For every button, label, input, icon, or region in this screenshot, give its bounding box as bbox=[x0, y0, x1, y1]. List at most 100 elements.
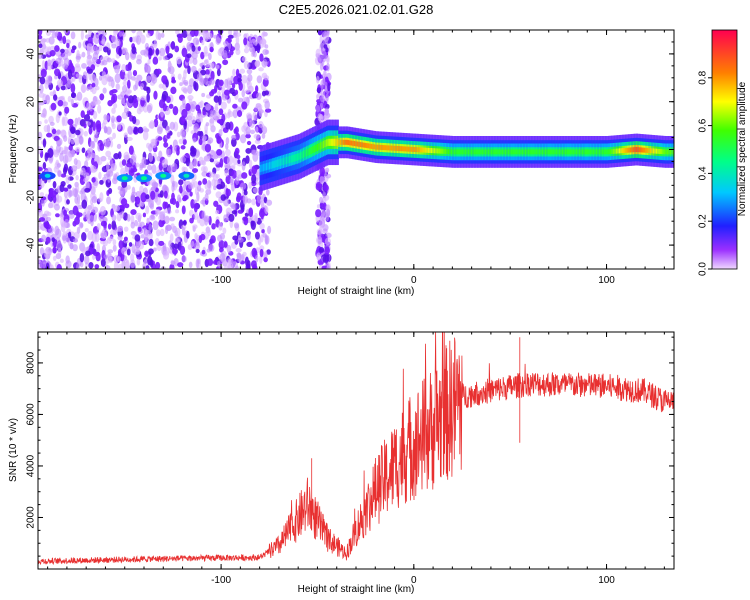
ridge-cell bbox=[389, 145, 392, 151]
noise-blob bbox=[116, 122, 122, 131]
y-tick-label: -20 bbox=[26, 190, 37, 205]
noise-blob bbox=[181, 226, 186, 236]
ridge-cell bbox=[609, 149, 612, 155]
noise-blob bbox=[172, 248, 178, 255]
ridge-cell bbox=[480, 149, 483, 155]
ridge-cell bbox=[477, 149, 480, 155]
noise-blob bbox=[264, 44, 269, 49]
ridge-cell bbox=[407, 146, 410, 152]
noise-blob bbox=[175, 30, 180, 35]
ridge-cell bbox=[456, 149, 460, 155]
noise-blob bbox=[38, 92, 45, 98]
noise-blob bbox=[228, 258, 232, 267]
noise-blob bbox=[113, 152, 120, 160]
noise-blob bbox=[82, 71, 88, 80]
noise-blob bbox=[131, 46, 137, 55]
noise-blob bbox=[315, 183, 321, 191]
ridge-cell bbox=[549, 149, 552, 155]
ridge-cell bbox=[611, 148, 614, 155]
ridge-cell bbox=[386, 145, 389, 151]
noise-blob bbox=[241, 89, 246, 98]
noise-blob bbox=[81, 63, 87, 69]
noise-blob bbox=[163, 142, 169, 148]
noise-blob bbox=[158, 56, 162, 61]
noise-blob bbox=[109, 140, 114, 148]
noise-blob bbox=[188, 261, 193, 269]
ridge-cell bbox=[640, 147, 643, 153]
noise-blob bbox=[317, 30, 323, 36]
noise-blob bbox=[38, 35, 43, 40]
noise-blob bbox=[120, 167, 126, 176]
noise-blob bbox=[256, 194, 263, 204]
ridge-cell bbox=[318, 143, 321, 151]
ridge-cell bbox=[319, 142, 322, 150]
noise-blob bbox=[322, 39, 329, 46]
noise-blob bbox=[111, 220, 117, 230]
noise-blob bbox=[100, 220, 107, 227]
noise-blob bbox=[117, 225, 123, 232]
noise-blob bbox=[56, 263, 62, 269]
ridge-segment bbox=[121, 176, 128, 181]
noise-blob bbox=[92, 34, 99, 43]
noise-blob bbox=[54, 31, 59, 37]
ridge-cell bbox=[312, 146, 315, 154]
noise-blob bbox=[52, 255, 57, 261]
ridge-cell bbox=[281, 158, 284, 166]
noise-blob bbox=[131, 191, 137, 197]
noise-blob bbox=[51, 128, 57, 135]
noise-blob bbox=[134, 219, 139, 227]
ridge-cell bbox=[324, 140, 327, 148]
noise-blob bbox=[135, 212, 142, 221]
noise-blob bbox=[319, 102, 324, 109]
noise-blob bbox=[43, 248, 49, 258]
ridge-cell bbox=[460, 149, 463, 155]
ridge-cell bbox=[327, 138, 330, 146]
ridge-cell bbox=[382, 145, 386, 151]
noise-blob bbox=[319, 95, 325, 103]
noise-blob bbox=[161, 75, 168, 84]
noise-blob bbox=[99, 205, 106, 216]
ridge-cell bbox=[290, 155, 293, 163]
noise-blob bbox=[223, 241, 228, 248]
noise-blob bbox=[41, 60, 46, 70]
noise-blob bbox=[127, 89, 133, 94]
ridge-cell bbox=[444, 148, 447, 154]
noise-blob bbox=[123, 151, 130, 161]
noise-blob bbox=[325, 173, 332, 179]
noise-blob bbox=[123, 226, 129, 232]
noise-blob bbox=[192, 168, 199, 173]
noise-blob bbox=[121, 246, 127, 255]
noise-blob bbox=[38, 107, 41, 113]
noise-blob bbox=[80, 30, 84, 41]
noise-blob bbox=[112, 244, 117, 252]
noise-blob bbox=[88, 126, 93, 135]
ridge-cell bbox=[498, 149, 501, 155]
x-tick-label: 0 bbox=[411, 575, 417, 586]
ridge-cell bbox=[440, 148, 443, 154]
noise-blob bbox=[209, 109, 214, 118]
noise-blob bbox=[62, 235, 67, 241]
ridge-cell bbox=[273, 160, 276, 168]
noise-blob bbox=[241, 125, 247, 133]
noise-blob bbox=[182, 220, 187, 225]
noise-blob bbox=[158, 219, 165, 228]
noise-blob bbox=[55, 187, 60, 193]
noise-blob bbox=[130, 253, 135, 263]
noise-blob bbox=[253, 217, 259, 222]
noise-blob bbox=[80, 192, 87, 202]
noise-blob bbox=[127, 127, 131, 134]
noise-blob bbox=[204, 74, 210, 79]
ridge-cell bbox=[416, 147, 420, 153]
ridge-cell bbox=[560, 149, 563, 155]
ridge-cell bbox=[523, 149, 526, 155]
noise-blob bbox=[198, 137, 203, 146]
ridge-cell bbox=[563, 149, 566, 155]
y-tick-label: 8000 bbox=[26, 351, 37, 374]
noise-blob bbox=[225, 137, 230, 145]
ridge-cell bbox=[450, 149, 454, 155]
noise-blob bbox=[182, 79, 189, 85]
noise-blob bbox=[204, 123, 208, 134]
noise-blob bbox=[165, 149, 170, 156]
ridge-cell bbox=[424, 147, 427, 153]
ridge-cell bbox=[543, 149, 546, 155]
